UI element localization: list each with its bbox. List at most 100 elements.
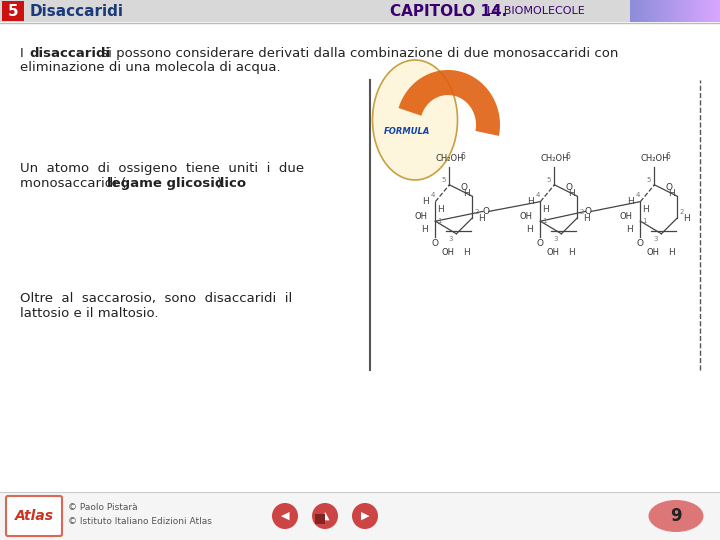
FancyBboxPatch shape: [634, 0, 635, 22]
Text: H: H: [642, 205, 649, 214]
Text: CAPITOLO 14.: CAPITOLO 14.: [390, 3, 508, 18]
FancyBboxPatch shape: [705, 0, 706, 22]
FancyBboxPatch shape: [2, 1, 24, 21]
FancyBboxPatch shape: [696, 0, 697, 22]
FancyBboxPatch shape: [677, 0, 678, 22]
FancyBboxPatch shape: [710, 0, 711, 22]
FancyBboxPatch shape: [644, 0, 645, 22]
Text: 1: 1: [542, 218, 547, 224]
FancyBboxPatch shape: [680, 0, 681, 22]
Text: I: I: [20, 47, 28, 60]
Text: eliminazione di una molecola di acqua.: eliminazione di una molecola di acqua.: [20, 61, 281, 74]
Text: H: H: [668, 190, 675, 199]
Text: H: H: [437, 205, 444, 214]
FancyBboxPatch shape: [6, 496, 62, 536]
Text: lattosio e il maltosio.: lattosio e il maltosio.: [20, 307, 158, 320]
Text: ).: ).: [217, 177, 226, 190]
Text: O: O: [665, 183, 672, 192]
FancyBboxPatch shape: [686, 0, 687, 22]
Text: 2: 2: [680, 210, 684, 215]
FancyBboxPatch shape: [631, 0, 632, 22]
Text: 6: 6: [666, 152, 671, 161]
Text: H: H: [526, 225, 532, 234]
Text: 2: 2: [580, 210, 584, 215]
FancyBboxPatch shape: [717, 0, 718, 22]
FancyBboxPatch shape: [641, 0, 642, 22]
FancyBboxPatch shape: [0, 0, 720, 22]
FancyBboxPatch shape: [635, 0, 636, 22]
Text: H: H: [583, 214, 590, 223]
Text: O: O: [482, 207, 490, 216]
Ellipse shape: [352, 503, 378, 529]
Text: CH₂OH: CH₂OH: [540, 154, 569, 163]
Text: CH₂OH: CH₂OH: [435, 154, 464, 163]
Ellipse shape: [272, 503, 298, 529]
FancyBboxPatch shape: [693, 0, 694, 22]
Text: 5: 5: [441, 177, 446, 183]
FancyBboxPatch shape: [662, 0, 663, 22]
FancyBboxPatch shape: [659, 0, 660, 22]
FancyBboxPatch shape: [678, 0, 679, 22]
FancyBboxPatch shape: [668, 0, 669, 22]
FancyBboxPatch shape: [698, 0, 699, 22]
Text: 6: 6: [461, 152, 466, 161]
Text: OH: OH: [442, 248, 455, 257]
Text: © Istituto Italiano Edizioni Atlas: © Istituto Italiano Edizioni Atlas: [68, 517, 212, 526]
Polygon shape: [399, 70, 500, 136]
Text: H: H: [627, 197, 634, 206]
Text: H: H: [464, 190, 470, 199]
FancyBboxPatch shape: [643, 0, 644, 22]
Text: O: O: [565, 183, 572, 192]
FancyBboxPatch shape: [651, 0, 652, 22]
Text: monosaccaridi (: monosaccaridi (: [20, 177, 127, 190]
Text: 3: 3: [654, 236, 658, 242]
Text: O: O: [460, 183, 467, 192]
Text: 4: 4: [431, 192, 435, 198]
FancyBboxPatch shape: [664, 0, 665, 22]
FancyBboxPatch shape: [692, 0, 693, 22]
FancyBboxPatch shape: [682, 0, 683, 22]
Text: Disaccaridi: Disaccaridi: [30, 3, 124, 18]
Text: 4: 4: [535, 192, 539, 198]
FancyBboxPatch shape: [650, 0, 651, 22]
Text: ▶: ▶: [361, 511, 369, 521]
FancyBboxPatch shape: [667, 0, 668, 22]
FancyBboxPatch shape: [687, 0, 688, 22]
FancyBboxPatch shape: [665, 0, 666, 22]
FancyBboxPatch shape: [708, 0, 709, 22]
Text: © Paolo Pistarà: © Paolo Pistarà: [68, 503, 138, 512]
Text: 3: 3: [449, 236, 454, 242]
Text: FORMULA: FORMULA: [384, 127, 430, 137]
FancyBboxPatch shape: [699, 0, 700, 22]
Text: H: H: [422, 197, 429, 206]
FancyBboxPatch shape: [689, 0, 690, 22]
Text: 1: 1: [438, 218, 442, 224]
Text: H: H: [542, 205, 549, 214]
FancyBboxPatch shape: [676, 0, 677, 22]
FancyBboxPatch shape: [675, 0, 676, 22]
FancyBboxPatch shape: [697, 0, 698, 22]
FancyBboxPatch shape: [713, 0, 714, 22]
Text: CH₂OH: CH₂OH: [640, 154, 669, 163]
FancyBboxPatch shape: [672, 0, 673, 22]
FancyBboxPatch shape: [655, 0, 656, 22]
Text: 5: 5: [647, 177, 651, 183]
FancyBboxPatch shape: [673, 0, 674, 22]
FancyBboxPatch shape: [700, 0, 701, 22]
Text: OH: OH: [415, 212, 428, 221]
FancyBboxPatch shape: [315, 514, 325, 524]
FancyBboxPatch shape: [688, 0, 689, 22]
FancyBboxPatch shape: [702, 0, 703, 22]
Text: 1: 1: [642, 218, 647, 224]
Text: 2: 2: [474, 210, 480, 215]
FancyBboxPatch shape: [661, 0, 662, 22]
Text: LE BIOMOLECOLE: LE BIOMOLECOLE: [487, 6, 585, 16]
Text: H: H: [568, 190, 575, 199]
FancyBboxPatch shape: [653, 0, 654, 22]
FancyBboxPatch shape: [646, 0, 647, 22]
FancyBboxPatch shape: [691, 0, 692, 22]
Text: H: H: [478, 214, 485, 223]
FancyBboxPatch shape: [685, 0, 686, 22]
FancyBboxPatch shape: [636, 0, 637, 22]
Text: 4: 4: [635, 192, 639, 198]
